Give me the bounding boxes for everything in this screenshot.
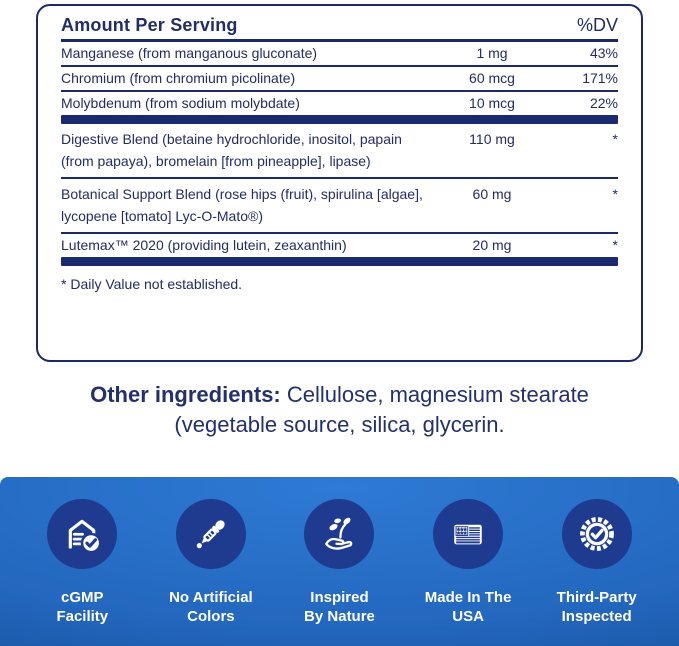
badge-label: Made In The USA [425, 588, 512, 626]
badge-label-line2: USA [452, 608, 484, 625]
ingredient-name: Molybdenum (from sodium molybdate) [61, 95, 300, 111]
badge-circle [304, 499, 375, 569]
badge-inspired-by-nature: Inspired By Nature [275, 499, 404, 626]
third-party-inspected-icon [575, 512, 619, 556]
badge-no-artificial-colors: No Artificial Colors [147, 499, 276, 626]
ingredient-name: Lutemax™ 2020 (providing lutein, zeaxant… [61, 237, 347, 253]
ingredient-amount: 110 mg [469, 131, 515, 147]
inspired-by-nature-icon [317, 512, 361, 556]
certification-banner: cGMP Facility No Artificial [0, 477, 679, 646]
ingredient-dv: 171% [582, 70, 618, 86]
no-artificial-colors-icon [189, 512, 233, 556]
badge-made-in-usa: Made In The USA [404, 499, 533, 626]
ingredient-amount: 10 mcg [469, 95, 515, 111]
badge-label: No Artificial Colors [169, 588, 253, 626]
divider-bar [61, 257, 618, 266]
ingredient-amount: 20 mg [472, 237, 512, 253]
ingredient-dv: * [612, 237, 618, 253]
badge-label: cGMP Facility [56, 588, 108, 626]
table-row: Botanical Support Blend (rose hips (frui… [61, 179, 618, 234]
other-ingredients-list: Cellulose, magnesium stearate (vegetable… [174, 382, 589, 437]
badge-label: Third-Party Inspected [557, 588, 637, 626]
badge-cgmp-facility: cGMP Facility [18, 499, 147, 626]
amount-per-serving-heading: Amount Per Serving [61, 15, 238, 35]
percent-dv-heading: %DV [576, 15, 618, 35]
table-row: Chromium (from chromium picolinate) 60 m… [61, 67, 618, 92]
badge-circle [433, 499, 504, 569]
header-rule [61, 39, 618, 42]
ingredient-name: Botanical Support Blend (rose hips (frui… [61, 186, 423, 224]
badge-label-line1: Made In The [424, 589, 512, 606]
daily-value-footnote: * Daily Value not established. [61, 276, 243, 292]
ingredient-name: Digestive Blend (betaine hydrochloride, … [61, 131, 402, 169]
table-row: Lutemax™ 2020 (providing lutein, zeaxant… [61, 234, 618, 257]
badge-label-line1: No Artificial [169, 589, 253, 606]
badge-label-line1: Third-Party [556, 589, 637, 606]
other-ingredients-text: Other ingredients: Cellulose, magnesium … [47, 380, 632, 440]
badge-label-line1: cGMP [61, 589, 104, 606]
badge-label-line1: Inspired [310, 589, 369, 606]
supplement-facts-panel: Amount Per Serving %DV Manganese (from m… [36, 4, 643, 362]
badge-circle [175, 499, 246, 569]
badge-circle [47, 499, 118, 569]
divider-bar [61, 115, 618, 124]
badge-label-line2: By Nature [304, 608, 375, 625]
other-ingredients-label: Other ingredients: [90, 382, 281, 407]
ingredient-amount: 60 mcg [469, 70, 515, 86]
badge-circle [561, 499, 632, 569]
ingredient-dv: 43% [589, 45, 618, 61]
ingredient-name: Manganese (from manganous gluconate) [61, 45, 318, 61]
cgmp-facility-icon [60, 512, 104, 556]
ingredient-dv: * [612, 131, 618, 147]
ingredient-name: Chromium (from chromium picolinate) [61, 70, 296, 86]
facts-header: Amount Per Serving %DV [61, 12, 618, 39]
made-in-usa-icon [446, 512, 490, 556]
badge-label-line2: Inspected [561, 608, 632, 625]
ingredient-dv: * [612, 186, 618, 202]
badge-label-line2: Facility [56, 608, 109, 625]
table-row: Molybdenum (from sodium molybdate) 10 mc… [61, 92, 618, 115]
ingredient-amount: 1 mg [476, 45, 508, 61]
other-ingredients-section: Other ingredients: Cellulose, magnesium … [0, 380, 679, 440]
badge-label: Inspired By Nature [304, 588, 375, 626]
table-row: Manganese (from manganous gluconate) 1 m… [61, 42, 618, 67]
ingredient-dv: 22% [589, 95, 618, 111]
ingredient-amount: 60 mg [472, 186, 512, 202]
badge-third-party-inspected: Third-Party Inspected [532, 499, 661, 626]
badge-label-line2: Colors [187, 608, 235, 625]
table-row: Digestive Blend (betaine hydrochloride, … [61, 124, 618, 179]
